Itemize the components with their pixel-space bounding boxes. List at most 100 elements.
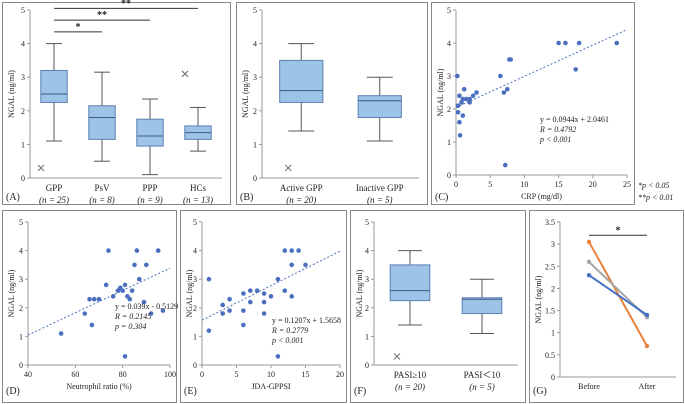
scatter-point	[206, 328, 212, 333]
box-iqr	[389, 264, 431, 302]
regression-annotation: p = 0.304	[114, 322, 146, 331]
scatter-point	[457, 133, 463, 138]
panel-G-y-tick-label: 3	[551, 240, 555, 249]
panel-G-y-axis-title: NGAL (ng/ml)	[534, 275, 543, 323]
scatter-point	[148, 311, 154, 316]
scatter-point	[136, 276, 142, 282]
panel-C-x-axis-title: CRP (mg/dl)	[521, 192, 562, 201]
scatter-point	[241, 322, 246, 328]
scatter-point	[474, 90, 479, 95]
scatter-point	[563, 40, 568, 46]
scatter-point	[96, 296, 102, 302]
panel-G-y-tick-label: 0.5	[545, 351, 555, 360]
scatter-point	[457, 93, 462, 99]
panel-G-label: (G)	[533, 386, 547, 397]
scatter-point	[455, 73, 460, 79]
category-label: PPP	[142, 183, 157, 193]
panel-C-y-axis-title: NGAL (ng/ml)	[436, 68, 445, 116]
panel-A-y-tick-label: 1	[21, 140, 25, 149]
scatter-point	[120, 288, 125, 293]
panel-D-border	[2, 210, 177, 403]
significance-star: *	[616, 225, 621, 236]
scatter-point	[91, 296, 97, 302]
panel-E-y-axis-title: NGAL (ng/ml)	[185, 269, 194, 317]
panel-G-y-tick-label: 2.5	[545, 262, 555, 271]
panel-B-y-tick-label: 2	[253, 107, 257, 116]
panel-D-y-tick-label: 2	[19, 304, 23, 313]
panel-C-x-tick-label: 5	[488, 180, 492, 189]
scatter-point	[129, 288, 135, 293]
panel-B-label: (B)	[240, 192, 253, 203]
significance-star: **	[97, 10, 107, 21]
panel-C-x-tick-label: 15	[555, 180, 563, 189]
scatter-point	[460, 113, 466, 118]
panel-E-x-tick-label: 5	[235, 370, 239, 379]
panel-G-y-tick-label: 1	[551, 329, 555, 338]
scatter-point	[455, 103, 461, 108]
regression-annotation: R = 0.4792	[539, 125, 576, 134]
panel-A-y-tick-label: 3	[21, 73, 25, 82]
box-outlier	[393, 353, 401, 360]
scatter-point	[127, 296, 133, 302]
panel-B-y-tick-label: 5	[253, 6, 257, 15]
scatter-point	[241, 308, 246, 313]
scatter-point	[614, 40, 620, 46]
scatter-point	[248, 299, 253, 305]
panel-D-y-tick-label: 5	[19, 218, 23, 227]
scatter-point	[289, 262, 295, 268]
series-point	[644, 343, 650, 349]
panel-D-y-tick-label: 3	[19, 275, 23, 284]
panel-B-border	[236, 2, 428, 205]
scatter-point	[248, 288, 253, 293]
scatter-point	[144, 262, 149, 268]
box-iqr	[461, 297, 503, 315]
scatter-point	[220, 302, 225, 308]
panel-E-x-tick-label: 20	[336, 370, 344, 379]
scatter-point	[241, 291, 246, 296]
scatter-point	[467, 100, 472, 105]
category-n-label: (n = 20)	[286, 195, 316, 205]
scatter-point	[110, 294, 116, 299]
box-iqr	[88, 105, 116, 140]
category-label: PsV	[94, 183, 110, 193]
scatter-point	[275, 276, 281, 282]
panel-A-y-tick-label: 0	[21, 174, 25, 183]
panel-C-y-tick-label: 2	[447, 105, 451, 114]
panel-D-x-tick-label: 100	[164, 370, 176, 379]
scatter-point	[58, 331, 64, 336]
series-line	[588, 274, 648, 316]
panel-C-x-tick-label: 0	[454, 180, 458, 189]
panel-A-label: (A)	[6, 192, 20, 203]
box-outlier	[181, 70, 189, 78]
panel-F-y-axis-title: NGAL (ng/ml)	[355, 269, 364, 317]
box-iqr	[136, 118, 164, 147]
scatter-point	[227, 296, 232, 302]
scatter-point	[455, 110, 461, 115]
regression-annotation: p < 0.001	[271, 336, 303, 345]
scatter-point	[227, 308, 232, 313]
panel-F-y-tick-label: 3	[365, 275, 369, 284]
scatter-point	[501, 90, 507, 95]
panel-C-label: (C)	[435, 192, 448, 203]
series-point	[586, 272, 592, 278]
panel-G-y-tick-label: 1.5	[545, 307, 555, 316]
panel-A-border	[2, 2, 231, 205]
scatter-point	[556, 40, 561, 46]
panel-A-y-tick-label: 2	[21, 107, 25, 116]
panel-D-x-tick-label: 40	[24, 370, 32, 379]
category-label: PASI＜10	[464, 370, 501, 380]
category-n-label: (n = 8)	[89, 195, 115, 205]
panel-C-y-tick-label: 0	[447, 171, 451, 180]
panel-C-x-tick-label: 20	[589, 180, 597, 189]
panel-F-label: (F)	[354, 386, 366, 397]
panel-F-y-tick-label: 5	[365, 218, 369, 227]
scatter-point	[289, 294, 295, 299]
panel-G-border	[529, 210, 684, 403]
scatter-point	[470, 93, 476, 99]
scatter-point	[463, 96, 469, 102]
scatter-point	[254, 288, 260, 293]
panel-E-y-tick-label: 5	[193, 218, 197, 227]
scatter-point	[261, 291, 267, 296]
series-point	[644, 312, 650, 318]
panel-E-y-tick-label: 4	[193, 247, 197, 256]
